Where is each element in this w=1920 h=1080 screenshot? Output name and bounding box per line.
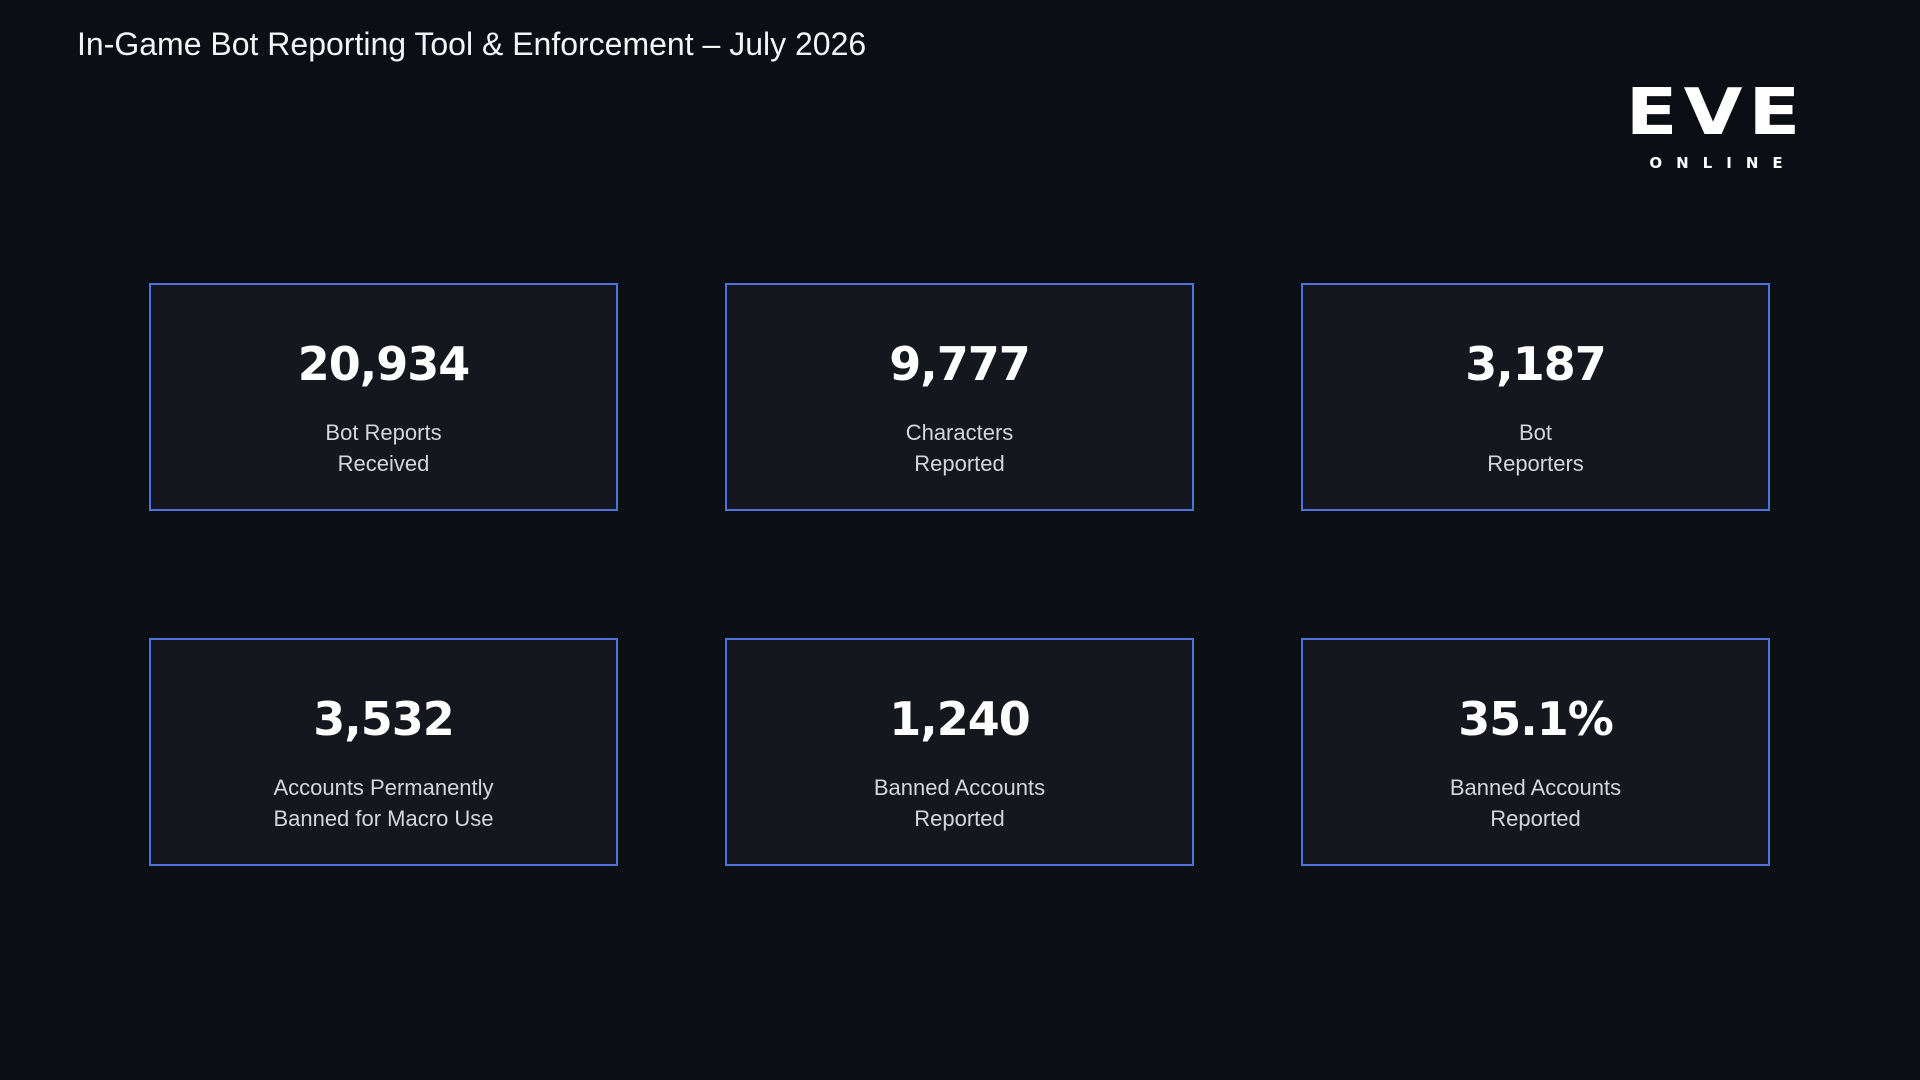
stat-value: 9,777	[889, 337, 1031, 391]
stat-label-line: Banned for Macro Use	[273, 806, 494, 831]
stat-label: Accounts Permanently Banned for Macro Use	[151, 772, 616, 834]
stat-label-line: Reported	[1490, 806, 1581, 831]
stat-card: 1,240 Banned Accounts Reported	[725, 638, 1194, 866]
stat-label: Banned Accounts Reported	[727, 772, 1192, 834]
stat-value: 3,532	[313, 692, 455, 746]
stat-label-line: Banned Accounts	[1449, 775, 1622, 800]
stat-label-line: Received	[337, 451, 430, 476]
logo: EVE ONLINE	[1604, 70, 1828, 172]
stat-label-line: Reported	[914, 806, 1005, 831]
stat-label-line: Reporters	[1487, 451, 1584, 476]
stat-value: 35.1%	[1458, 692, 1614, 746]
stat-label: Bot Reports Received	[151, 417, 616, 479]
stat-label: Banned Accounts Reported	[1303, 772, 1768, 834]
stat-value: 20,934	[297, 337, 471, 391]
page-title: In-Game Bot Reporting Tool & Enforcement…	[77, 26, 867, 62]
logo-wordmark: EVE	[1625, 73, 1807, 150]
stat-label-line: Bot	[1518, 420, 1553, 445]
stat-card: 3,532 Accounts Permanently Banned for Macr…	[149, 638, 618, 866]
stat-label-line: Characters	[905, 420, 1014, 445]
stat-label: Bot Reporters	[1303, 417, 1768, 479]
stat-label-line: Reported	[914, 451, 1005, 476]
stat-card: 3,187 Bot Reporters	[1301, 283, 1770, 511]
stat-card: 20,934 Bot Reports Received	[149, 283, 618, 511]
stat-card: 35.1% Banned Accounts Reported	[1301, 638, 1770, 866]
stat-card: 9,777 Characters Reported	[725, 283, 1194, 511]
stat-label-line: Banned Accounts	[873, 775, 1046, 800]
stat-label-line: Bot Reports	[325, 420, 442, 445]
stat-label-line: Accounts Permanently	[273, 775, 494, 800]
stat-label: Characters Reported	[727, 417, 1192, 479]
logo-tagline: ONLINE	[1649, 154, 1797, 172]
stat-value: 1,240	[889, 692, 1031, 746]
stat-value: 3,187	[1465, 337, 1607, 391]
